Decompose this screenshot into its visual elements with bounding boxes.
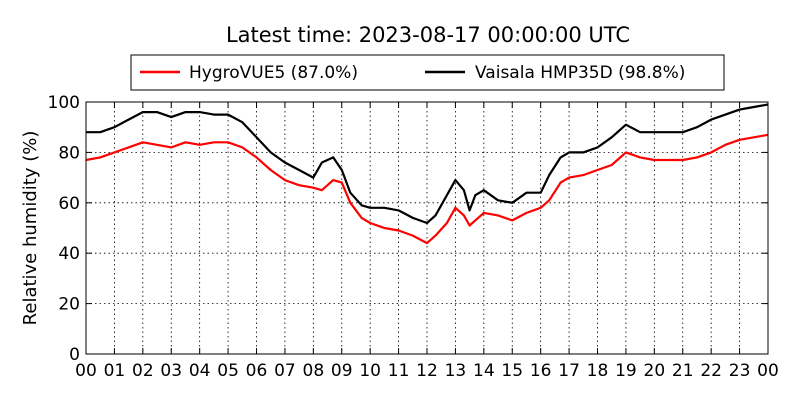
x-tick-label: 09 bbox=[331, 361, 353, 381]
x-tick-label: 16 bbox=[530, 361, 552, 381]
tick-layer bbox=[85, 101, 769, 355]
grid-layer bbox=[86, 102, 768, 354]
x-tick-label: 11 bbox=[388, 361, 410, 381]
y-axis-label: Relative humidity (%) bbox=[20, 131, 41, 326]
x-tick-label: 21 bbox=[672, 361, 694, 381]
x-tick-label: 08 bbox=[303, 361, 325, 381]
x-tick-label: 17 bbox=[558, 361, 580, 381]
x-tick-label: 02 bbox=[132, 361, 154, 381]
x-tick-label: 15 bbox=[501, 361, 523, 381]
series-line-1 bbox=[86, 103, 769, 225]
x-tick-label: 23 bbox=[729, 361, 751, 381]
legend-label-vaisala: Vaisala HMP35D (98.8%) bbox=[475, 63, 685, 83]
x-tick-label: 04 bbox=[189, 361, 211, 381]
chart-title: Latest time: 2023-08-17 00:00:00 UTC bbox=[226, 23, 630, 47]
x-tick-label: 00 bbox=[75, 361, 97, 381]
x-tick-label: 06 bbox=[246, 361, 268, 381]
x-tick-label: 03 bbox=[160, 361, 182, 381]
x-tick-label: 14 bbox=[473, 361, 495, 381]
y-tick-label: 20 bbox=[58, 295, 80, 315]
x-tick-label: 12 bbox=[416, 361, 438, 381]
y-tick-label: 80 bbox=[58, 143, 80, 163]
x-tick-label: 19 bbox=[615, 361, 637, 381]
x-tick-label: 13 bbox=[445, 361, 467, 381]
x-tick-label: 20 bbox=[644, 361, 666, 381]
x-tick-label: 01 bbox=[104, 361, 126, 381]
y-tick-label: 60 bbox=[58, 194, 80, 214]
x-tick-label: 05 bbox=[217, 361, 239, 381]
y-tick-label: 0 bbox=[69, 345, 80, 365]
label-layer: 00 01 02 03 04 05 06 07 08 09 10 11 12 13 14 15 16 17 18 19… bbox=[48, 93, 779, 381]
x-tick-label: 00 bbox=[757, 361, 779, 381]
legend: HygroVUE5 (87.0%) Vaisala HMP35D (98.8%) bbox=[130, 54, 725, 91]
y-tick-label: 100 bbox=[48, 93, 80, 113]
x-tick-label: 10 bbox=[359, 361, 381, 381]
x-tick-label: 22 bbox=[700, 361, 722, 381]
x-tick-label: 18 bbox=[587, 361, 609, 381]
series-layer bbox=[85, 103, 769, 245]
series-line-0 bbox=[85, 133, 769, 245]
y-tick-label: 40 bbox=[58, 244, 80, 264]
x-tick-label: 07 bbox=[274, 361, 296, 381]
legend-label-hygrovue5: HygroVUE5 (87.0%) bbox=[189, 63, 358, 83]
